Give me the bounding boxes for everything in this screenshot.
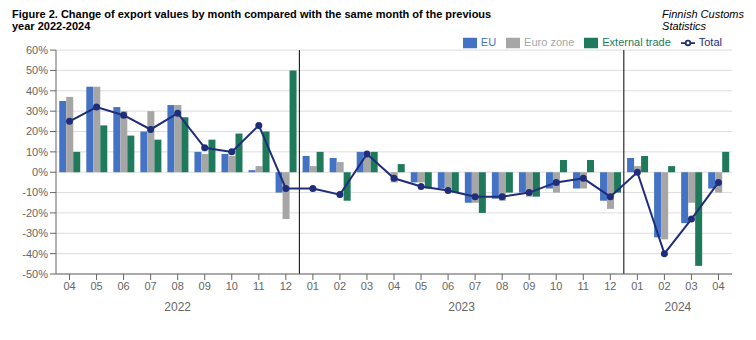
svg-text:-30%: -30% xyxy=(22,227,48,239)
svg-text:03: 03 xyxy=(685,280,697,292)
svg-text:10%: 10% xyxy=(26,146,48,158)
svg-text:02: 02 xyxy=(334,280,346,292)
svg-text:2022: 2022 xyxy=(164,300,191,314)
svg-text:12: 12 xyxy=(604,280,616,292)
svg-text:04: 04 xyxy=(63,280,75,292)
svg-text:2023: 2023 xyxy=(448,300,475,314)
svg-text:30%: 30% xyxy=(26,105,48,117)
svg-text:05: 05 xyxy=(90,280,102,292)
svg-text:04: 04 xyxy=(388,280,400,292)
svg-text:40%: 40% xyxy=(26,85,48,97)
svg-text:10: 10 xyxy=(226,280,238,292)
svg-text:0%: 0% xyxy=(32,166,48,178)
svg-text:01: 01 xyxy=(307,280,319,292)
svg-text:09: 09 xyxy=(523,280,535,292)
svg-text:-40%: -40% xyxy=(22,248,48,260)
svg-text:08: 08 xyxy=(496,280,508,292)
html-text:Total: Total xyxy=(698,36,722,48)
svg-text:12: 12 xyxy=(280,280,292,292)
html-text:External trade: External trade xyxy=(602,36,671,48)
svg-text:-20%: -20% xyxy=(22,207,48,219)
svg-text:09: 09 xyxy=(199,280,211,292)
svg-text:07: 07 xyxy=(469,280,481,292)
svg-text:03: 03 xyxy=(361,280,373,292)
svg-text:05: 05 xyxy=(415,280,427,292)
svg-text:11: 11 xyxy=(578,280,589,292)
svg-text:60%: 60% xyxy=(26,44,48,56)
svg-text:08: 08 xyxy=(172,280,184,292)
svg-text:10: 10 xyxy=(550,280,562,292)
svg-text:-50%: -50% xyxy=(22,268,48,280)
html-text:Finnish Customs Statistics: Finnish Customs Statistics xyxy=(662,8,744,32)
html-text:EU: EU xyxy=(480,36,497,48)
svg-text:50%: 50% xyxy=(26,64,48,76)
svg-text:04: 04 xyxy=(712,280,724,292)
html-text:Euro zone: Euro zone xyxy=(524,36,575,48)
svg-text:02: 02 xyxy=(658,280,670,292)
svg-text:2024: 2024 xyxy=(665,300,692,314)
html-text:Figure 2. Change of export val: Figure 2. Change of export values by mon… xyxy=(12,8,492,32)
svg-text:11: 11 xyxy=(253,280,264,292)
svg-text:01: 01 xyxy=(631,280,643,292)
svg-text:-10%: -10% xyxy=(22,186,48,198)
svg-text:06: 06 xyxy=(442,280,454,292)
svg-text:07: 07 xyxy=(145,280,157,292)
svg-text:06: 06 xyxy=(117,280,129,292)
svg-text:20%: 20% xyxy=(26,125,48,137)
